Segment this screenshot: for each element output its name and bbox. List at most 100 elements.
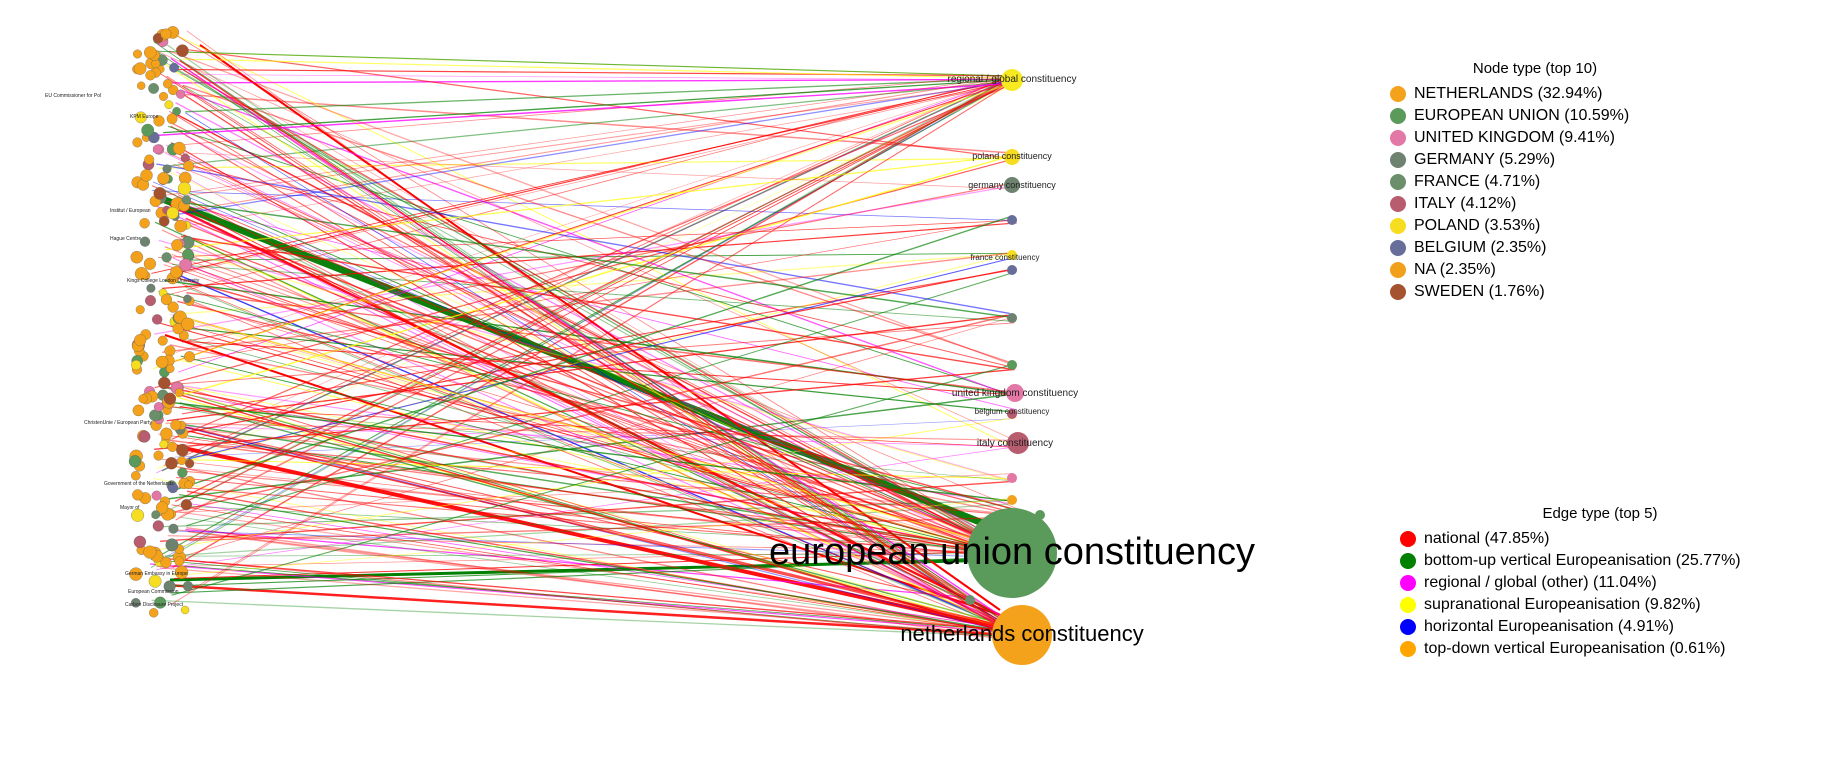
actor-node[interactable] bbox=[183, 160, 194, 172]
actor-node[interactable] bbox=[157, 172, 170, 185]
actor-node[interactable] bbox=[181, 195, 192, 205]
actor-node[interactable] bbox=[158, 216, 170, 227]
actor-node[interactable] bbox=[171, 239, 183, 251]
actor-node[interactable] bbox=[167, 482, 179, 494]
actor-node[interactable] bbox=[139, 236, 151, 247]
actor-node[interactable] bbox=[149, 608, 159, 618]
actor-node[interactable] bbox=[153, 187, 167, 200]
actor-node[interactable] bbox=[129, 567, 143, 581]
actor-node[interactable] bbox=[177, 467, 188, 478]
actor-node[interactable] bbox=[152, 520, 164, 532]
actor-node[interactable] bbox=[182, 581, 194, 592]
actor-node[interactable] bbox=[176, 443, 189, 457]
actor-node[interactable] bbox=[165, 457, 178, 470]
actor-node[interactable] bbox=[184, 351, 195, 363]
actor-node[interactable] bbox=[163, 392, 177, 405]
actor-node[interactable] bbox=[159, 91, 168, 101]
actor-node[interactable] bbox=[176, 44, 189, 57]
actor-node[interactable] bbox=[132, 404, 145, 417]
constituency-node[interactable] bbox=[1007, 495, 1017, 505]
actor-node[interactable] bbox=[131, 598, 141, 608]
actor-node[interactable] bbox=[138, 430, 151, 443]
actor-node[interactable] bbox=[159, 439, 169, 449]
actor-node[interactable] bbox=[143, 257, 156, 270]
actor-node[interactable] bbox=[174, 565, 189, 579]
actor-node[interactable] bbox=[155, 501, 169, 514]
actor-node[interactable] bbox=[132, 489, 144, 501]
actor-node[interactable] bbox=[139, 218, 150, 229]
actor-node[interactable] bbox=[167, 441, 178, 452]
actor-node[interactable] bbox=[144, 46, 157, 59]
actor-node[interactable] bbox=[135, 305, 145, 315]
actor-node[interactable] bbox=[180, 605, 190, 615]
actor-node[interactable] bbox=[151, 59, 161, 69]
poland-constituency-node[interactable] bbox=[1004, 149, 1020, 165]
constituency-node[interactable] bbox=[1007, 250, 1017, 260]
actor-node[interactable] bbox=[179, 258, 193, 272]
actor-node[interactable] bbox=[153, 402, 164, 412]
constituency-node[interactable] bbox=[1007, 409, 1017, 419]
actor-node[interactable] bbox=[131, 508, 145, 522]
constituency-node[interactable] bbox=[965, 595, 975, 605]
actor-node[interactable] bbox=[144, 154, 155, 165]
actor-node[interactable] bbox=[153, 450, 164, 461]
actor-node[interactable] bbox=[168, 523, 179, 534]
actor-node[interactable] bbox=[165, 538, 179, 552]
actor-node[interactable] bbox=[181, 317, 195, 331]
actor-node[interactable] bbox=[161, 252, 172, 263]
actor-node[interactable] bbox=[128, 455, 142, 468]
actor-node[interactable] bbox=[170, 266, 183, 279]
actor-node[interactable] bbox=[177, 181, 191, 196]
actor-node[interactable] bbox=[167, 301, 179, 313]
actor-node[interactable] bbox=[174, 219, 187, 233]
constituency-node[interactable] bbox=[1007, 215, 1017, 225]
actor-node[interactable] bbox=[152, 314, 163, 325]
actor-node[interactable] bbox=[140, 169, 153, 182]
actor-node[interactable] bbox=[131, 359, 142, 371]
netherlands-constituency-node[interactable] bbox=[992, 605, 1052, 665]
actor-node[interactable] bbox=[131, 470, 141, 481]
constituency-node[interactable] bbox=[1007, 360, 1017, 370]
actor-node[interactable] bbox=[163, 580, 176, 593]
actor-node[interactable] bbox=[134, 267, 149, 281]
actor-node[interactable] bbox=[143, 545, 157, 559]
actor-node[interactable] bbox=[177, 456, 187, 465]
actor-node[interactable] bbox=[151, 490, 162, 501]
actor-node[interactable] bbox=[151, 510, 161, 520]
actor-node[interactable] bbox=[155, 355, 169, 369]
actor-node[interactable] bbox=[134, 334, 147, 347]
actor-node[interactable] bbox=[145, 295, 156, 307]
actor-node[interactable] bbox=[160, 293, 172, 306]
actor-node[interactable] bbox=[137, 81, 146, 90]
actor-node[interactable] bbox=[153, 115, 165, 127]
actor-node[interactable] bbox=[148, 574, 162, 588]
actor-node[interactable] bbox=[160, 28, 172, 40]
actor-node[interactable] bbox=[138, 394, 148, 404]
actor-node[interactable] bbox=[132, 137, 143, 148]
actor-node[interactable] bbox=[145, 70, 156, 81]
actor-node[interactable] bbox=[133, 62, 147, 75]
actor-node[interactable] bbox=[133, 535, 147, 549]
actor-node[interactable] bbox=[168, 84, 179, 96]
actor-node[interactable] bbox=[146, 283, 156, 293]
actor-node[interactable] bbox=[185, 458, 195, 469]
actor-node[interactable] bbox=[135, 111, 147, 124]
actor-node[interactable] bbox=[169, 62, 179, 73]
actor-node[interactable] bbox=[158, 376, 171, 390]
actor-node[interactable] bbox=[174, 556, 185, 567]
actor-node[interactable] bbox=[166, 206, 179, 220]
actor-node[interactable] bbox=[182, 248, 194, 261]
actor-node[interactable] bbox=[160, 556, 172, 569]
italy-constituency-node[interactable] bbox=[1007, 432, 1029, 454]
actor-node[interactable] bbox=[154, 596, 167, 609]
actor-node[interactable] bbox=[172, 141, 186, 155]
actor-node[interactable] bbox=[148, 83, 159, 94]
actor-node[interactable] bbox=[141, 123, 155, 137]
actor-node[interactable] bbox=[170, 419, 182, 431]
actor-node[interactable] bbox=[174, 388, 184, 397]
actor-node[interactable] bbox=[164, 345, 176, 357]
actor-node[interactable] bbox=[162, 164, 172, 174]
actor-node[interactable] bbox=[166, 113, 178, 125]
actor-node[interactable] bbox=[133, 49, 142, 59]
actor-node[interactable] bbox=[152, 144, 163, 154]
